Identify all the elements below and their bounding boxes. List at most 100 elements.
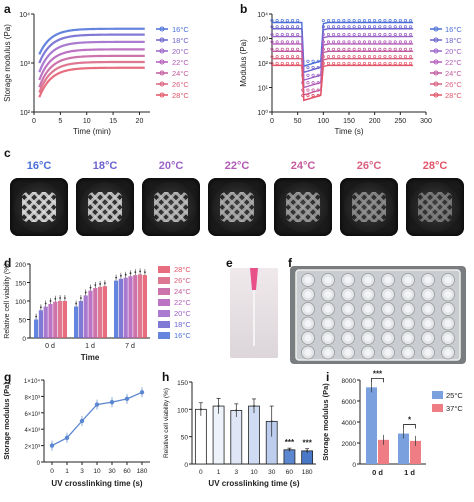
data-point: [409, 61, 413, 65]
data-point: [347, 18, 351, 23]
data-point: [362, 18, 366, 23]
dish-label: 20°C: [158, 160, 184, 172]
legend-label: 22°C: [172, 58, 189, 67]
data-point: [275, 25, 279, 29]
well-gel: [304, 320, 312, 327]
y-tick-label: 10²: [20, 110, 31, 117]
data-point: [290, 61, 295, 65]
bar: [230, 410, 243, 465]
photo-needle: [230, 268, 278, 358]
data-point: [316, 65, 320, 70]
legend-marker: [158, 321, 170, 328]
plate-body: [295, 269, 461, 361]
data-point: [383, 61, 387, 65]
legend-label: 16°C: [445, 25, 462, 34]
data-point: [44, 302, 47, 305]
data-point: [296, 40, 300, 44]
bar: [118, 278, 123, 338]
data-point: [275, 40, 279, 44]
data-point: [373, 47, 377, 51]
legend-label: 25°C: [446, 391, 463, 400]
data-point: [296, 55, 300, 59]
significance-bracket: [403, 424, 416, 429]
data-point: [316, 59, 320, 63]
data-point: [280, 40, 284, 44]
legend-marker: [433, 26, 439, 32]
hydrogel-dish-photo: [340, 178, 398, 236]
data-point: [409, 33, 413, 37]
data-point: [332, 61, 336, 65]
x-tick-label: 15: [109, 118, 117, 125]
data-point: [367, 47, 372, 51]
data-point: [290, 33, 295, 37]
data-point: [296, 47, 300, 51]
data-point: [398, 55, 402, 59]
bar: [212, 405, 225, 465]
well-gel: [404, 291, 412, 298]
data-point: [296, 18, 300, 23]
y-tick-label: 6×10³: [24, 412, 40, 418]
data-point: [306, 449, 309, 452]
photo-well-plate: [290, 266, 466, 364]
hydrogel-dish-photo: [142, 178, 200, 236]
well-gel: [444, 320, 452, 327]
legend-label: 22°C: [174, 298, 191, 307]
well-gel: [404, 334, 412, 342]
data-point: [378, 40, 382, 44]
y-tick-label: 0: [37, 461, 41, 467]
legend-label: 22°C: [445, 58, 462, 67]
data-point: [270, 55, 274, 59]
data-point: [94, 284, 97, 286]
bar: [43, 306, 48, 338]
data-point: [104, 282, 106, 285]
legend-marker: [159, 59, 165, 65]
hydrogel-dish-photo: [274, 178, 332, 236]
data-point: [49, 443, 55, 448]
data-point: [398, 47, 402, 51]
data-point: [347, 25, 351, 29]
data-point: [357, 61, 361, 65]
x-tick-label: 3: [234, 469, 238, 476]
well-gel: [384, 320, 392, 327]
data-point: [275, 55, 279, 59]
data-point: [398, 40, 402, 44]
y-tick-label: 100: [177, 407, 188, 414]
data-point: [378, 18, 382, 23]
data-point: [347, 33, 351, 37]
data-point: [270, 18, 274, 23]
dish-label: 16°C: [26, 160, 52, 172]
well-gel: [344, 334, 352, 342]
y-axis-title: Storage modulus (Pa): [2, 382, 11, 460]
y-tick-label: 150: [177, 380, 188, 387]
data-point: [347, 47, 351, 51]
bar: [93, 288, 98, 338]
x-tick-label: 10: [250, 469, 258, 476]
data-point: [383, 25, 387, 29]
x-tick-label: 1 d: [404, 468, 415, 477]
legend-marker: [158, 288, 170, 295]
bar: [78, 301, 83, 338]
data-point: [403, 33, 408, 37]
data-point: [347, 61, 351, 65]
bar: [138, 274, 143, 338]
well-gel: [384, 276, 392, 284]
data-point: [311, 81, 315, 85]
x-tick-label: 30: [108, 468, 116, 475]
data-point: [84, 291, 87, 294]
data-point: [275, 33, 279, 37]
well-gel: [384, 349, 392, 356]
data-point: [40, 306, 42, 309]
legend-marker: [159, 70, 165, 76]
needle-icon: [250, 268, 258, 346]
well-gel: [364, 334, 372, 342]
data-point: [398, 25, 402, 29]
data-point: [367, 55, 372, 59]
y-tick-label: 150: [15, 281, 26, 288]
data-point: [94, 402, 100, 407]
data-point: [393, 55, 397, 59]
data-point: [311, 59, 315, 63]
data-point: [342, 47, 346, 51]
legend-marker: [159, 37, 165, 43]
data-point: [398, 61, 402, 65]
y-tick-label: 10²: [258, 61, 269, 68]
